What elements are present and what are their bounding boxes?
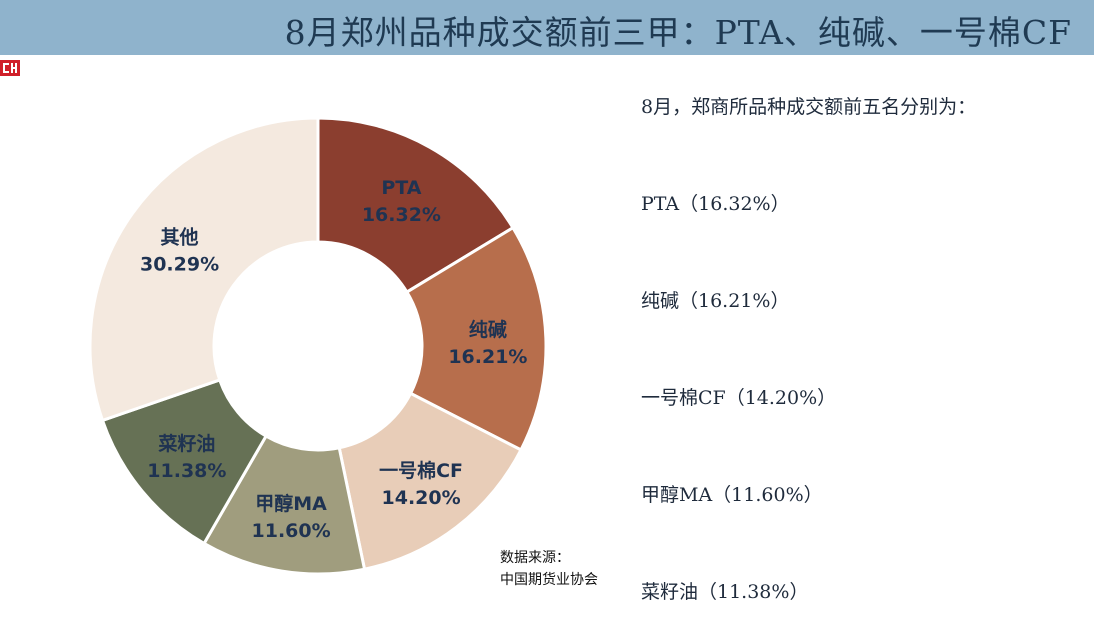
- summary-item-methanol: 甲醇MA（11.60%）: [641, 484, 823, 506]
- donut-slice-3: [201, 434, 367, 576]
- source-org: 中国期货业协会: [500, 572, 598, 588]
- donut-slice-2: [337, 391, 523, 571]
- slice-value-label: 16.21%: [448, 346, 527, 368]
- slice-category-label: 甲醇MA: [255, 492, 327, 515]
- slice-category-label: 其他: [161, 225, 199, 248]
- donut-slices: [88, 116, 548, 576]
- summary-item-pta: PTA（16.32%）: [641, 193, 790, 215]
- donut-slice-1: [404, 225, 548, 452]
- slice-category-label: 菜籽油: [157, 432, 215, 455]
- slice-category-label: 纯碱: [469, 318, 507, 341]
- slice-value-label: 11.38%: [147, 460, 226, 482]
- slice-category-label: PTA: [381, 177, 421, 199]
- donut-slice-5: [88, 116, 320, 423]
- slice-value-label: 16.32%: [362, 204, 441, 226]
- summary-item-cotton: 一号棉CF（14.20%）: [641, 387, 837, 409]
- summary-item-rapeseed-oil: 菜籽油（11.38%）: [641, 581, 809, 603]
- page-title: 8月郑州品种成交额前三甲：PTA、纯碱、一号棉CF: [284, 13, 1072, 52]
- header-bar: 8月郑州品种成交额前三甲：PTA、纯碱、一号棉CF: [0, 0, 1094, 55]
- summary-intro: 8月，郑商所品种成交额前五名分别为：: [641, 96, 977, 118]
- donut-chart: PTA 16.32% 纯碱 16.21% 一号棉CF 14.20% 甲醇MA 11.60% 菜籽…: [88, 116, 548, 576]
- donut-slice-0: [316, 116, 515, 295]
- slice-category-label: 一号棉CF: [379, 459, 463, 482]
- slice-value-label: 11.60%: [252, 520, 331, 542]
- source-label: 数据来源：: [500, 550, 570, 566]
- slice-value-label: 30.29%: [140, 253, 219, 275]
- data-source: 数据来源： 中国期货业协会: [500, 547, 598, 591]
- cfa-logo-icon: [0, 60, 20, 76]
- donut-labels: PTA 16.32% 纯碱 16.21% 一号棉CF 14.20% 甲醇MA 11.60% 菜籽…: [140, 177, 527, 542]
- slice-value-label: 14.20%: [382, 487, 461, 509]
- summary-item-soda-ash: 纯碱（16.21%）: [641, 290, 790, 312]
